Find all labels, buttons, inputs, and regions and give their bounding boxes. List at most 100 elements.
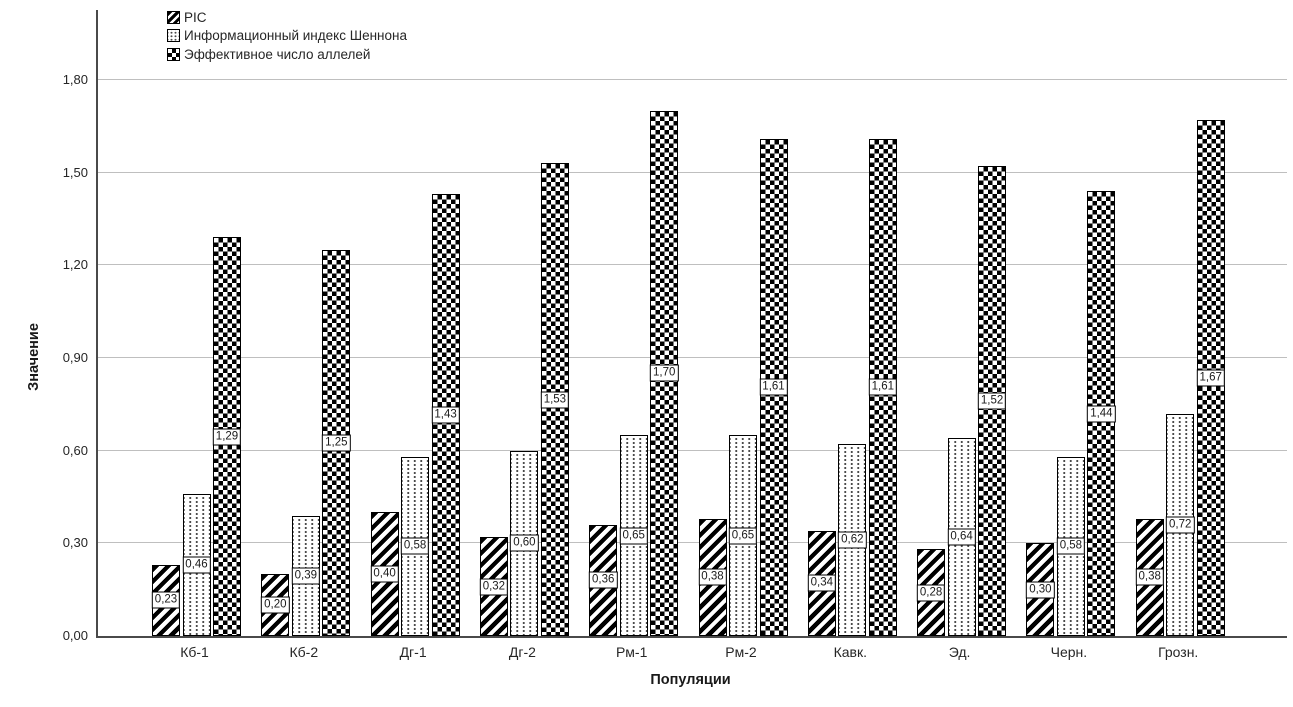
legend-item: Информационный индекс Шеннона [167, 27, 407, 46]
y-tick-label: 0,90 [62, 349, 88, 365]
x-category-label: Рм-1 [615, 644, 648, 660]
x-category-label: Эд. [948, 644, 971, 660]
bar: 0,46 [182, 493, 211, 636]
gridline [98, 171, 1287, 173]
bar-value-label: 0,58 [1056, 537, 1086, 555]
legend-item: Эффективное число аллелей [167, 45, 407, 64]
bar-group: 0,40 0,58 1,43 [370, 194, 460, 636]
legend-item: PIC [167, 8, 407, 27]
plot-area: 0,23 0,46 1,29 0,20 0,39 1,25 0,40 0,58 1,43 0,32… [96, 10, 1287, 638]
x-category-label: Дг-2 [508, 644, 536, 660]
bar: 0,38 [1135, 518, 1164, 636]
bar-value-label: 0,46 [182, 556, 211, 574]
legend-label: Эффективное число аллелей [184, 46, 371, 62]
bar-value-label: 1,52 [977, 392, 1007, 410]
bar-value-label: 1,53 [540, 391, 570, 409]
bar-value-label: 0,65 [728, 527, 758, 545]
bar-value-label: 0,34 [807, 574, 836, 592]
gridline [98, 264, 1287, 266]
bar-value-label: 1,70 [649, 364, 679, 382]
bar-value-label: 0,40 [370, 565, 399, 583]
bar: 0,40 [370, 512, 399, 636]
bar: 0,58 [400, 456, 430, 636]
bar-group: 0,30 0,58 1,44 [1026, 191, 1116, 636]
bar-value-label: 0,58 [400, 537, 430, 555]
diagonal-stripes-swatch-icon [167, 10, 180, 24]
bar-group: 0,20 0,39 1,25 [261, 249, 351, 636]
bar: 0,23 [151, 564, 181, 636]
bar: 0,58 [1056, 456, 1086, 636]
gridline [98, 542, 1287, 544]
bar-value-label: 0,30 [1026, 581, 1055, 599]
bar-value-label: 0,64 [947, 528, 976, 546]
bar-value-label: 0,28 [916, 584, 946, 602]
bar-value-label: 0,38 [1135, 568, 1164, 586]
legend-label: Информационный индекс Шеннона [184, 28, 407, 44]
legend-label: PIC [184, 9, 207, 25]
bar-value-label: 0,20 [261, 596, 290, 614]
bar: 1,52 [977, 166, 1007, 636]
gridline [98, 449, 1287, 451]
bar-value-label: 1,29 [212, 428, 242, 446]
bar: 1,29 [212, 237, 242, 636]
bar: 1,67 [1196, 119, 1225, 636]
x-category-label: Дг-1 [399, 644, 427, 660]
bar-group: 0,36 0,65 1,70 [588, 110, 679, 636]
bar: 1,61 [759, 138, 788, 636]
bar: 1,70 [649, 110, 679, 636]
bar-value-label: 0,60 [510, 534, 539, 552]
bar: 0,64 [947, 438, 976, 636]
bar-group: 0,38 0,72 1,67 [1135, 119, 1225, 636]
bar-value-label: 0,39 [291, 567, 320, 585]
y-tick-label: 1,50 [62, 164, 88, 180]
bar-value-label: 0,23 [151, 591, 181, 609]
bar: 0,38 [698, 518, 727, 636]
bar: 0,72 [1165, 413, 1195, 636]
bar: 1,25 [322, 249, 351, 636]
bar-group: 0,38 0,65 1,61 [698, 138, 788, 636]
bar: 1,61 [868, 138, 897, 636]
bar: 0,34 [807, 530, 836, 636]
y-tick-label: 0,60 [62, 442, 88, 458]
bar: 0,65 [619, 435, 648, 636]
x-category-label: Кб-1 [180, 644, 209, 660]
bar: 0,20 [261, 574, 290, 636]
bar: 0,60 [510, 450, 539, 636]
x-category-label: Кб-2 [289, 644, 319, 660]
bar-group: 0,32 0,60 1,53 [479, 163, 570, 636]
bar: 1,44 [1087, 191, 1116, 636]
gridline [98, 356, 1287, 358]
bar: 1,53 [540, 163, 570, 636]
bar-value-label: 1,61 [868, 378, 897, 396]
bar-value-label: 0,65 [619, 527, 648, 545]
bar: 0,39 [291, 515, 320, 636]
bar-value-label: 0,32 [479, 578, 509, 596]
bar: 1,43 [431, 194, 460, 636]
checkerboard-swatch-icon [167, 47, 180, 61]
y-tick-label: 1,20 [62, 257, 88, 273]
bar-group: 0,34 0,62 1,61 [807, 138, 897, 636]
bar-group: 0,28 0,64 1,52 [916, 166, 1007, 636]
x-category-label: Рм-2 [725, 644, 757, 660]
bar: 0,65 [728, 435, 758, 636]
x-category-label: Грозн. [1158, 644, 1199, 660]
x-axis-title: Популяции [650, 672, 731, 688]
bar-value-label: 1,67 [1196, 369, 1225, 387]
bar: 0,32 [479, 537, 509, 636]
bar-value-label: 0,38 [698, 568, 727, 586]
dotted-columns-swatch-icon [167, 29, 180, 43]
gridline [98, 78, 1287, 80]
bar-value-label: 1,43 [431, 406, 460, 424]
bar: 0,62 [838, 444, 867, 636]
bar-value-label: 0,36 [588, 571, 618, 589]
bar-value-label: 1,25 [322, 434, 351, 452]
x-category-label: Черн. [1050, 644, 1088, 660]
y-tick-label: 0,30 [62, 535, 88, 551]
chart-legend: PIC Информационный индекс Шеннона Эффектив… [167, 8, 407, 64]
bar-value-label: 0,62 [838, 531, 867, 549]
y-tick-label: 1,80 [62, 71, 88, 87]
bar-value-label: 1,44 [1087, 405, 1116, 423]
bar: 0,30 [1026, 543, 1055, 636]
bar-value-label: 1,61 [759, 378, 788, 396]
